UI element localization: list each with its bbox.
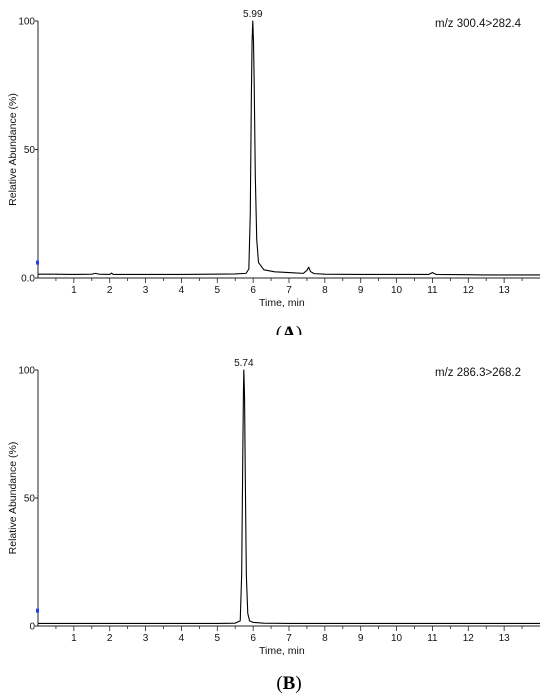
baseline-marker bbox=[36, 608, 39, 613]
x-tick-label: 4 bbox=[179, 633, 185, 644]
chromatogram-trace bbox=[38, 369, 540, 624]
x-tick-label: 3 bbox=[143, 285, 149, 296]
panel-label: (A) bbox=[276, 323, 302, 335]
x-tick-label: 7 bbox=[286, 285, 292, 296]
x-tick-label: 11 bbox=[427, 285, 438, 296]
mz-transition-label: m/z 300.4>282.4 bbox=[435, 18, 522, 30]
x-tick-label: 3 bbox=[143, 633, 149, 644]
y-tick-label: 0 bbox=[29, 622, 35, 633]
x-tick-label: 1 bbox=[71, 633, 77, 644]
chromatogram-panel-b: 0 50 100 1 2 3 4 5 6 7 8 9 10 11 12 13 Relative Abundanc… bbox=[0, 349, 550, 694]
x-tick-label: 4 bbox=[179, 285, 185, 296]
y-tick-label: 100 bbox=[18, 17, 35, 28]
x-tick-label: 8 bbox=[322, 285, 328, 296]
x-axis-title: Time, min bbox=[259, 645, 305, 657]
chromatogram-trace bbox=[38, 20, 540, 276]
panel-label: (B) bbox=[276, 673, 301, 694]
y-tick-label: 0.0 bbox=[21, 274, 35, 285]
peak-label: 5.99 bbox=[243, 9, 263, 20]
x-tick-label: 12 bbox=[463, 633, 475, 644]
x-tick-label: 10 bbox=[391, 285, 403, 296]
x-tick-label: 2 bbox=[107, 633, 113, 644]
x-tick-label: 6 bbox=[250, 285, 256, 296]
x-tick-label: 5 bbox=[215, 633, 221, 644]
x-axis-title: Time, min bbox=[259, 297, 305, 309]
x-tick-label: 6 bbox=[250, 633, 256, 644]
x-tick-label: 1 bbox=[71, 285, 77, 296]
x-tick-label: 11 bbox=[427, 633, 438, 644]
mz-transition-label: m/z 286.3>268.2 bbox=[435, 367, 521, 379]
x-tick-label: 10 bbox=[391, 633, 403, 644]
x-tick-label: 9 bbox=[358, 285, 364, 296]
chromatogram-panel-a: 0.0 50 100 1 2 3 4 5 6 7 8 9 10 11 12 13 Relative Abunda… bbox=[0, 0, 550, 335]
y-axis-title: Relative Abundance (%) bbox=[7, 93, 19, 206]
x-tick-label: 7 bbox=[286, 633, 292, 644]
y-tick-label: 50 bbox=[24, 145, 36, 156]
baseline-marker bbox=[36, 260, 39, 265]
peak-label: 5.74 bbox=[234, 358, 254, 369]
y-axis-title: Relative Abundance (%) bbox=[7, 442, 19, 555]
x-tick-label: 8 bbox=[322, 633, 328, 644]
x-tick-label: 9 bbox=[358, 633, 364, 644]
x-tick-label: 12 bbox=[463, 285, 475, 296]
y-tick-label: 100 bbox=[18, 366, 35, 377]
x-tick-label: 5 bbox=[215, 285, 221, 296]
x-tick-label: 13 bbox=[499, 633, 511, 644]
y-tick-label: 50 bbox=[24, 494, 36, 505]
x-tick-label: 2 bbox=[107, 285, 113, 296]
x-tick-label: 13 bbox=[499, 285, 511, 296]
